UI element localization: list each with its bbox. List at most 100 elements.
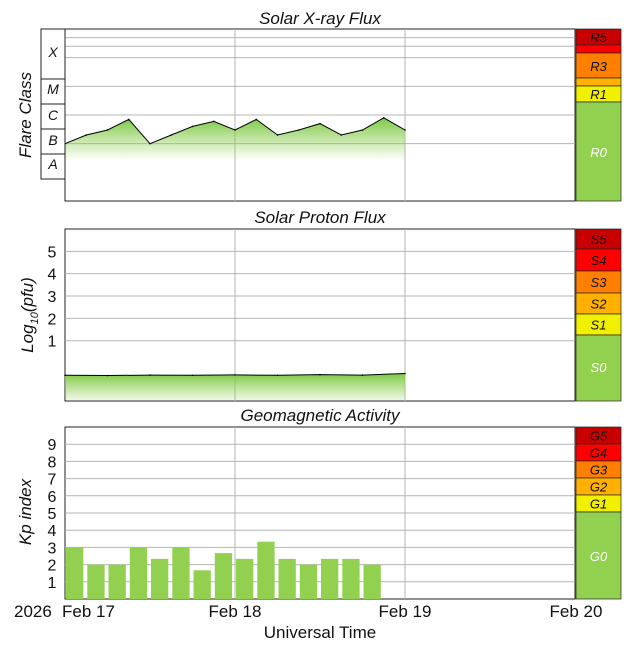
kp-bar-14 <box>363 564 381 599</box>
xray-point-10 <box>276 134 279 136</box>
x-axis-ticks: Feb 17 Feb 18 Feb 19 Feb 20 <box>62 602 602 621</box>
kp-scale-label-g2: G2 <box>590 480 608 495</box>
proton-ytick-1: 1 <box>48 334 57 351</box>
proton-scale-label-s0: S0 <box>591 360 608 375</box>
xray-scale-r0 <box>575 101 622 202</box>
proton-ytick-2: 2 <box>48 311 57 328</box>
x-tick-3: Feb 20 <box>550 602 603 621</box>
proton-ylabel-tail: (pfu) <box>18 277 37 312</box>
xray-data <box>64 116 406 161</box>
kp-scale-label-g4: G4 <box>590 446 607 461</box>
kp-panel: Geomagnetic Activity Kp index 123456789 … <box>16 406 622 600</box>
proton-flux-area <box>65 373 405 400</box>
xray-point-15 <box>382 116 385 119</box>
kp-ytick-6: 6 <box>48 489 57 506</box>
xray-point-12 <box>319 122 321 125</box>
xray-point-6 <box>191 125 194 128</box>
proton-point-4 <box>234 374 236 376</box>
proton-point-2 <box>149 374 151 376</box>
proton-ylabel: Log10(pfu) <box>18 277 41 353</box>
xray-point-4 <box>149 142 151 145</box>
kp-bar-7 <box>214 553 233 599</box>
xray-scale-label-r3: R3 <box>590 59 607 74</box>
kp-ytick-9: 9 <box>48 437 57 454</box>
kp-bar-8 <box>236 558 254 599</box>
x-axis-year: 2026 <box>14 602 52 621</box>
kp-title: Geomagnetic Activity <box>240 406 401 425</box>
xray-point-16 <box>404 129 406 131</box>
proton-grid: 1 2 3 4 5 <box>48 229 575 401</box>
proton-scale-label-s5: S5 <box>591 232 608 247</box>
xray-title: Solar X-ray Flux <box>259 9 381 28</box>
proton-plot-area <box>64 228 576 402</box>
proton-ylabel-main: Log <box>18 324 37 353</box>
xray-point-5 <box>170 134 173 136</box>
proton-point-5 <box>276 374 279 377</box>
xray-point-7 <box>212 120 215 123</box>
proton-ytick-4: 4 <box>48 267 57 284</box>
x-tick-2: Feb 19 <box>379 602 432 621</box>
proton-data <box>64 372 406 400</box>
xray-class-c: C <box>48 107 59 123</box>
kp-ytick-8: 8 <box>48 454 57 471</box>
xray-point-9 <box>255 118 258 121</box>
proton-point-6 <box>319 373 321 376</box>
xray-scale-label-r1: R1 <box>590 87 607 102</box>
xray-point-2 <box>106 129 109 131</box>
proton-point-0 <box>64 374 66 377</box>
kp-bar-12 <box>321 558 339 599</box>
proton-scale-label-s1: S1 <box>591 318 607 333</box>
x-tick-0: Feb 17 <box>62 602 115 621</box>
proton-scale-s0 <box>575 334 622 402</box>
kp-bar-2 <box>108 564 126 599</box>
xray-point-8 <box>234 129 236 131</box>
xray-scale-r2 <box>575 77 622 87</box>
proton-point-3 <box>191 374 194 377</box>
proton-point-1 <box>106 374 109 377</box>
xray-class-a: A <box>47 156 57 172</box>
xray-class-b: B <box>48 132 57 148</box>
proton-solar-radiation-scale: S5 S4 S3 S2 S1 S0 <box>575 228 622 402</box>
xray-point-14 <box>361 129 364 131</box>
kp-bar-6 <box>193 570 211 599</box>
proton-point-8 <box>404 372 406 375</box>
kp-geomagnetic-scale: G5 G4 G3 G2 G1 G0 <box>575 426 622 600</box>
kp-ytick-1: 1 <box>48 575 57 592</box>
x-axis-label: Universal Time <box>264 623 376 642</box>
xray-radio-scale: R5 R3 R1 R0 <box>575 28 622 202</box>
kp-bar-13 <box>342 558 360 599</box>
xray-ylabel: Flare Class <box>16 72 35 158</box>
kp-scale-label-g1: G1 <box>590 497 607 512</box>
xray-scale-r3 <box>575 52 622 79</box>
proton-ytick-5: 5 <box>48 244 57 261</box>
proton-scale-label-s3: S3 <box>591 275 608 290</box>
xray-class-m: M <box>47 81 59 97</box>
xray-point-11 <box>297 129 300 131</box>
kp-bar-4 <box>151 558 169 599</box>
xray-point-1 <box>85 134 88 136</box>
kp-ytick-4: 4 <box>48 523 57 540</box>
xray-point-3 <box>127 118 130 121</box>
proton-ylabel-sub: 10 <box>29 311 41 324</box>
kp-ytick-5: 5 <box>48 506 57 523</box>
kp-bar-3 <box>129 547 148 599</box>
kp-scale-g0 <box>575 511 622 600</box>
kp-bar-10 <box>278 558 296 599</box>
xray-scale-r4 <box>575 44 622 54</box>
kp-ytick-7: 7 <box>48 472 57 489</box>
kp-bar-5 <box>172 547 190 599</box>
kp-bars <box>66 541 381 599</box>
proton-scale-label-s2: S2 <box>591 297 608 312</box>
xray-point-13 <box>340 134 343 136</box>
kp-scale-label-g3: G3 <box>590 463 608 478</box>
proton-ytick-3: 3 <box>48 289 57 306</box>
xray-flux-area <box>65 117 405 161</box>
kp-bar-1 <box>87 564 105 599</box>
x-axis: 2026 Feb 17 Feb 18 Feb 19 Feb 20 Universal … <box>14 602 602 642</box>
proton-point-7 <box>361 374 364 376</box>
kp-ytick-3: 3 <box>48 540 57 557</box>
